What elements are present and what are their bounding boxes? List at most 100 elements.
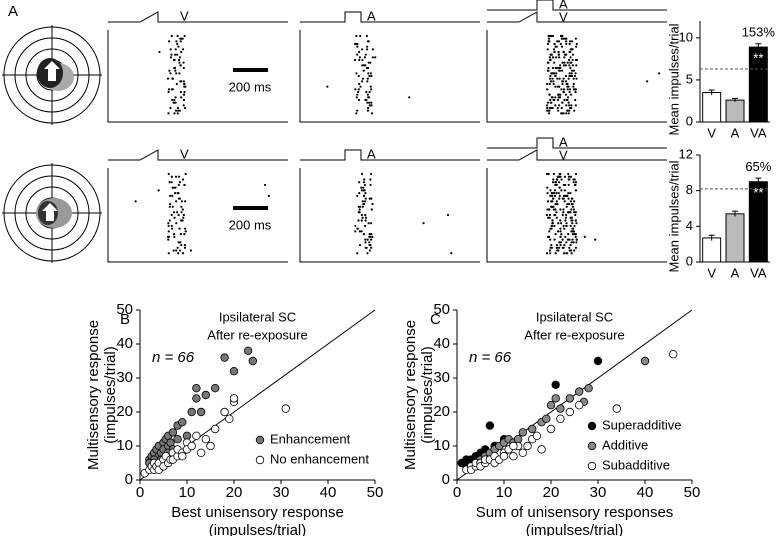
point — [196, 407, 206, 417]
spike — [176, 211, 179, 214]
spike — [569, 66, 572, 70]
spike — [574, 104, 577, 107]
spike — [569, 243, 572, 247]
spike — [183, 183, 186, 187]
x-axis-label: Best unisensory response — [171, 504, 344, 521]
spike — [572, 233, 576, 236]
spike — [555, 72, 558, 75]
spike — [551, 219, 554, 222]
spike — [561, 69, 564, 72]
point — [192, 384, 201, 393]
spike — [572, 88, 575, 91]
point — [556, 404, 565, 413]
spike — [366, 93, 369, 96]
spike — [551, 66, 555, 70]
spike — [357, 211, 360, 214]
x-tick-label: 50 — [684, 484, 701, 501]
spike — [571, 197, 574, 200]
spike — [557, 109, 560, 112]
stimulus-label: A — [559, 0, 568, 11]
spike — [547, 37, 551, 40]
spike — [558, 181, 561, 184]
spike — [558, 66, 561, 70]
raster-frame — [299, 30, 480, 123]
spike — [158, 50, 161, 54]
spike — [354, 230, 357, 233]
spike — [555, 56, 558, 59]
spike — [174, 48, 177, 51]
spike — [559, 241, 562, 244]
spike — [558, 104, 561, 107]
spike — [171, 77, 174, 80]
spike — [370, 233, 373, 236]
spike — [559, 208, 562, 211]
legend-marker — [255, 435, 265, 445]
spike — [368, 233, 371, 236]
spike — [548, 56, 552, 59]
spike — [360, 219, 363, 222]
spike — [177, 252, 180, 255]
spike — [553, 224, 556, 228]
spike — [548, 208, 551, 211]
spike — [567, 192, 570, 195]
point — [220, 353, 229, 362]
spike — [371, 235, 374, 238]
spike — [552, 178, 555, 181]
spike — [553, 98, 556, 102]
spike — [565, 112, 568, 115]
spike — [570, 106, 573, 110]
spike — [172, 249, 175, 252]
spike — [364, 241, 367, 244]
spike — [180, 243, 183, 247]
spike — [368, 243, 371, 247]
spike — [572, 77, 575, 80]
spike — [569, 175, 573, 178]
spike — [172, 101, 175, 104]
spike — [174, 96, 177, 99]
spike — [558, 194, 561, 197]
panel-label: A — [8, 3, 18, 20]
spike — [556, 106, 559, 110]
spike — [555, 192, 558, 195]
spike — [179, 64, 182, 67]
spike — [567, 233, 570, 236]
spike — [565, 222, 568, 225]
spike — [362, 186, 365, 189]
spike — [189, 249, 192, 252]
spike — [565, 205, 568, 208]
spike — [364, 197, 367, 200]
bar — [702, 92, 722, 123]
y-tick-label: 50 — [116, 301, 133, 318]
spike — [371, 48, 374, 51]
receptive-field — [2, 25, 102, 125]
spike — [177, 192, 180, 195]
spike — [574, 37, 577, 40]
spike — [171, 98, 174, 102]
spike — [571, 58, 574, 62]
chart-subtitle: After re-exposure — [524, 327, 624, 342]
x-tick-label: A — [731, 125, 740, 140]
raster-frame — [107, 168, 288, 263]
spike — [364, 200, 367, 203]
spike — [562, 80, 565, 83]
spike — [167, 224, 170, 228]
spike — [174, 53, 177, 56]
spike — [182, 213, 185, 217]
spike — [365, 98, 368, 102]
spike — [553, 50, 556, 54]
spike — [358, 56, 362, 59]
spike — [134, 200, 137, 203]
spike — [549, 189, 552, 192]
spike — [363, 56, 367, 59]
spike — [573, 109, 576, 112]
raster-frame — [299, 168, 480, 263]
x-tick-label: 20 — [543, 484, 560, 501]
spike — [566, 61, 569, 64]
spike — [554, 85, 557, 88]
point — [537, 445, 546, 454]
spike — [555, 211, 558, 214]
point — [565, 407, 574, 417]
spike — [559, 42, 562, 46]
spike — [177, 213, 180, 217]
spike — [554, 74, 557, 78]
